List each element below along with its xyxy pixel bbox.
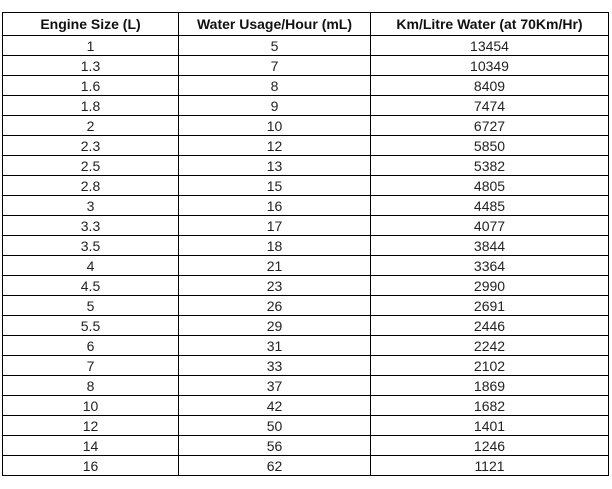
table-row: 1.3 7 10349 xyxy=(2,55,609,76)
km-per-litre-cell: 5382 xyxy=(370,155,609,176)
water-usage-cell: 5 xyxy=(178,35,371,56)
water-usage-cell: 23 xyxy=(178,275,371,296)
water-usage-cell: 50 xyxy=(178,415,371,436)
table-row: 1.6 8 8409 xyxy=(2,75,609,96)
table-row: 3.3 17 4077 xyxy=(2,215,609,236)
engine-size-cell: 6 xyxy=(2,335,179,356)
km-per-litre-cell: 1869 xyxy=(370,375,609,396)
km-per-litre-cell: 1246 xyxy=(370,435,609,456)
km-per-litre-cell: 8409 xyxy=(370,75,609,96)
engine-size-cell: 4.5 xyxy=(2,275,179,296)
engine-size-cell: 3 xyxy=(2,195,179,216)
water-usage-cell: 37 xyxy=(178,375,371,396)
water-usage-cell: 15 xyxy=(178,175,371,196)
header-km-per-litre: Km/Litre Water (at 70Km/Hr) xyxy=(370,12,609,36)
water-usage-cell: 29 xyxy=(178,315,371,336)
table-row: 8 37 1869 xyxy=(2,375,609,396)
km-per-litre-cell: 4485 xyxy=(370,195,609,216)
header-row: Engine Size (L) Water Usage/Hour (mL) Km… xyxy=(2,12,609,36)
header-engine-size: Engine Size (L) xyxy=(2,12,179,36)
table-row: 16 62 1121 xyxy=(2,455,609,476)
engine-size-cell: 10 xyxy=(2,395,179,416)
engine-size-cell: 2.5 xyxy=(2,155,179,176)
table-row: 4 21 3364 xyxy=(2,255,609,276)
water-usage-cell: 8 xyxy=(178,75,371,96)
water-usage-cell: 7 xyxy=(178,55,371,76)
table-row: 2.3 12 5850 xyxy=(2,135,609,156)
water-usage-cell: 42 xyxy=(178,395,371,416)
km-per-litre-cell: 1682 xyxy=(370,395,609,416)
engine-size-cell: 5 xyxy=(2,295,179,316)
engine-size-cell: 1.8 xyxy=(2,95,179,116)
engine-size-cell: 12 xyxy=(2,415,179,436)
km-per-litre-cell: 2990 xyxy=(370,275,609,296)
water-usage-cell: 26 xyxy=(178,295,371,316)
engine-size-cell: 16 xyxy=(2,455,179,476)
engine-size-cell: 8 xyxy=(2,375,179,396)
table-row: 4.5 23 2990 xyxy=(2,275,609,296)
engine-size-cell: 3.3 xyxy=(2,215,179,236)
km-per-litre-cell: 1121 xyxy=(370,455,609,476)
km-per-litre-cell: 3364 xyxy=(370,255,609,276)
table-row: 14 56 1246 xyxy=(2,435,609,456)
water-usage-cell: 16 xyxy=(178,195,371,216)
engine-size-cell: 14 xyxy=(2,435,179,456)
engine-size-cell: 7 xyxy=(2,355,179,376)
table-row: 12 50 1401 xyxy=(2,415,609,436)
water-usage-cell: 56 xyxy=(178,435,371,456)
water-usage-cell: 21 xyxy=(178,255,371,276)
engine-size-cell: 1 xyxy=(2,35,179,56)
km-per-litre-cell: 1401 xyxy=(370,415,609,436)
engine-size-cell: 4 xyxy=(2,255,179,276)
engine-size-cell: 1.6 xyxy=(2,75,179,96)
water-usage-cell: 17 xyxy=(178,215,371,236)
km-per-litre-cell: 6727 xyxy=(370,115,609,136)
km-per-litre-cell: 13454 xyxy=(370,35,609,56)
table-row: 3.5 18 3844 xyxy=(2,235,609,256)
km-per-litre-cell: 7474 xyxy=(370,95,609,116)
table-row: 7 33 2102 xyxy=(2,355,609,376)
water-usage-cell: 18 xyxy=(178,235,371,256)
water-usage-cell: 13 xyxy=(178,155,371,176)
water-usage-cell: 9 xyxy=(178,95,371,116)
table-row: 2 10 6727 xyxy=(2,115,609,136)
table-row: 1.8 9 7474 xyxy=(2,95,609,116)
engine-size-cell: 3.5 xyxy=(2,235,179,256)
engine-water-table: Engine Size (L) Water Usage/Hour (mL) Km… xyxy=(2,12,609,476)
table-row: 10 42 1682 xyxy=(2,395,609,416)
km-per-litre-cell: 4805 xyxy=(370,175,609,196)
table-row: 6 31 2242 xyxy=(2,335,609,356)
km-per-litre-cell: 2102 xyxy=(370,355,609,376)
km-per-litre-cell: 4077 xyxy=(370,215,609,236)
table-row: 3 16 4485 xyxy=(2,195,609,216)
km-per-litre-cell: 5850 xyxy=(370,135,609,156)
header-water-usage: Water Usage/Hour (mL) xyxy=(178,12,371,36)
km-per-litre-cell: 3844 xyxy=(370,235,609,256)
water-usage-cell: 62 xyxy=(178,455,371,476)
engine-size-cell: 2.8 xyxy=(2,175,179,196)
table-row: 5.5 29 2446 xyxy=(2,315,609,336)
engine-size-cell: 2.3 xyxy=(2,135,179,156)
km-per-litre-cell: 2446 xyxy=(370,315,609,336)
engine-size-cell: 5.5 xyxy=(2,315,179,336)
table-row: 2.8 15 4805 xyxy=(2,175,609,196)
km-per-litre-cell: 10349 xyxy=(370,55,609,76)
table-row: 1 5 13454 xyxy=(2,35,609,56)
table-row: 2.5 13 5382 xyxy=(2,155,609,176)
engine-size-cell: 2 xyxy=(2,115,179,136)
km-per-litre-cell: 2691 xyxy=(370,295,609,316)
water-usage-cell: 33 xyxy=(178,355,371,376)
engine-size-cell: 1.3 xyxy=(2,55,179,76)
water-usage-cell: 31 xyxy=(178,335,371,356)
water-usage-cell: 10 xyxy=(178,115,371,136)
km-per-litre-cell: 2242 xyxy=(370,335,609,356)
water-usage-cell: 12 xyxy=(178,135,371,156)
table-row: 5 26 2691 xyxy=(2,295,609,316)
